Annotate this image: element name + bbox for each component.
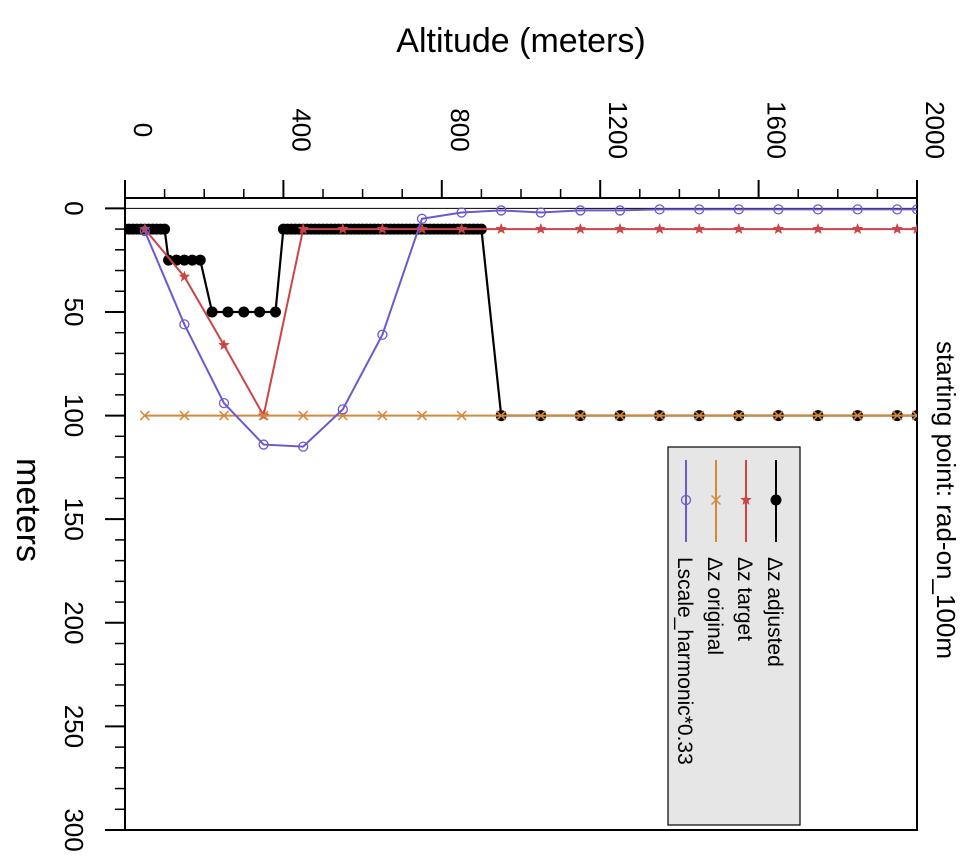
data-point [911,204,917,215]
data-point [376,222,389,235]
data-point [416,410,428,421]
data-point [139,226,150,237]
y-tick-label: 300 [59,808,89,851]
x-tick-label: 0 [128,123,158,137]
data-point [179,319,190,330]
data-point [694,410,705,421]
legend-marker [770,494,782,506]
x-tick-label: 800 [445,108,475,151]
data-point [206,306,218,318]
data-point [535,410,546,421]
data-point [733,410,744,421]
data-point [812,204,824,215]
data-point [614,222,626,235]
data-point [159,223,171,235]
series-line [143,208,917,448]
data-point [812,222,824,235]
data-point [891,222,904,235]
data-point [852,204,863,215]
data-point [337,404,348,415]
data-point [773,410,784,421]
data-point [416,213,428,224]
x-tick-label: 2000 [920,101,950,159]
y-tick-label: 100 [59,394,89,437]
series-2 [139,410,917,421]
data-point [456,410,467,421]
data-point [812,410,824,421]
y-tick-label: 150 [59,497,89,540]
data-point [456,207,467,218]
y-tick-label: 50 [59,298,89,327]
data-point [218,397,230,409]
data-point [575,410,586,421]
data-point [694,204,705,215]
series-1 [138,222,917,421]
data-point [194,254,206,266]
data-point [575,205,586,216]
data-point [614,410,626,421]
data-point [496,410,507,421]
data-point [693,222,706,235]
legend-label: Δz adjusted [763,557,786,667]
data-point [258,439,269,450]
data-point [269,306,281,318]
data-point [495,222,508,235]
data-point [178,270,191,282]
data-point [258,410,269,421]
data-point [139,410,150,421]
data-point [218,338,230,351]
data-point [852,410,863,421]
data-point [298,441,309,452]
data-point [911,410,917,421]
y-axis-title: meters [9,458,47,562]
series-line [125,227,917,417]
y-tick-label: 200 [59,601,89,644]
x-tick-label: 400 [286,108,316,151]
series-0 [125,223,917,422]
data-point [773,204,784,215]
data-point [892,410,903,421]
data-point [654,410,665,421]
data-point [298,410,309,421]
legend-marker [710,494,722,506]
data-point [574,222,587,235]
data-point [534,222,547,235]
data-point [179,410,190,421]
data-point [336,222,349,235]
data-point [772,222,785,235]
x-axis-title: Altitude (meters) [396,22,645,60]
data-point [911,222,917,235]
y-tick-label: 0 [59,201,89,215]
data-point [455,222,468,235]
legend [667,446,801,826]
data-point [254,306,266,318]
data-point [653,222,666,235]
data-point [732,222,745,235]
series-3 [139,204,917,452]
legend-label: Δz target [733,557,756,641]
legend-marker [740,493,752,506]
data-point [377,410,388,421]
data-point [733,204,744,215]
x-tick-label: 1200 [603,101,633,159]
chart-title: starting point: rad-on_100m [931,341,961,659]
legend-label: Lscale_harmonic*0.33 [673,557,696,765]
legend-marker [680,494,692,506]
data-point [218,410,230,421]
y-tick-label: 250 [59,705,89,748]
data-point [297,222,310,235]
data-point [535,207,546,218]
series-line [144,228,917,419]
legend-label: Δz original [703,557,726,655]
data-point [851,222,864,235]
data-point [892,204,903,215]
data-point [614,205,626,216]
data-point [377,329,388,340]
data-point [654,204,665,215]
data-point [222,306,234,318]
data-point [238,306,250,318]
x-tick-label: 1600 [762,101,792,159]
data-point [496,205,507,216]
